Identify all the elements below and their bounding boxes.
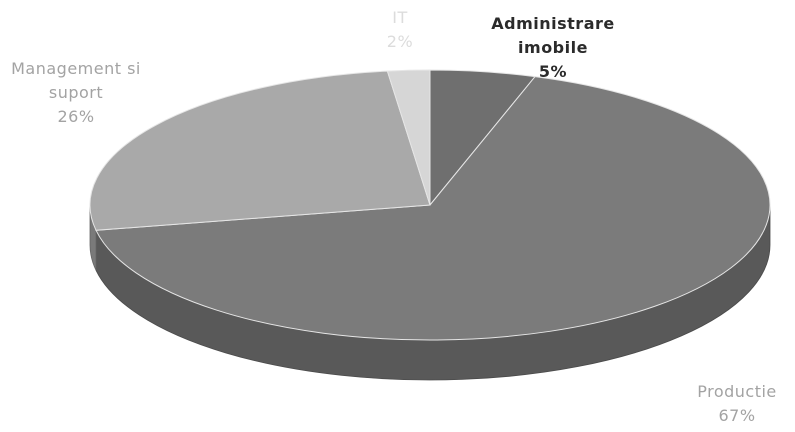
slice-label-it: IT 2% (378, 6, 422, 54)
pie-slice-productie (95, 76, 771, 341)
slice-label-administrare-imobile: Administrare imobile 5% (478, 12, 628, 84)
slice-label-administrare-line1: Administrare (491, 14, 615, 33)
slice-label-management-line2: suport (48, 83, 104, 102)
slice-label-management-si-suport: Management si suport 26% (0, 57, 152, 129)
pie-slice-management-si-suport (89, 70, 431, 231)
slice-label-administrare-line2: imobile (518, 38, 588, 57)
slice-label-it-name: IT (392, 8, 408, 27)
slice-label-productie: Productie 67% (685, 380, 789, 428)
slice-label-it-pct: 2% (386, 32, 414, 51)
slice-label-productie-name: Productie (697, 382, 777, 401)
pie-top-group (89, 69, 771, 341)
slice-label-administrare-pct: 5% (538, 62, 568, 81)
slice-label-management-line1: Management si (11, 59, 141, 78)
slice-label-productie-pct: 67% (718, 406, 756, 425)
slice-label-management-pct: 26% (57, 107, 95, 126)
pie-slice-it (386, 69, 431, 206)
